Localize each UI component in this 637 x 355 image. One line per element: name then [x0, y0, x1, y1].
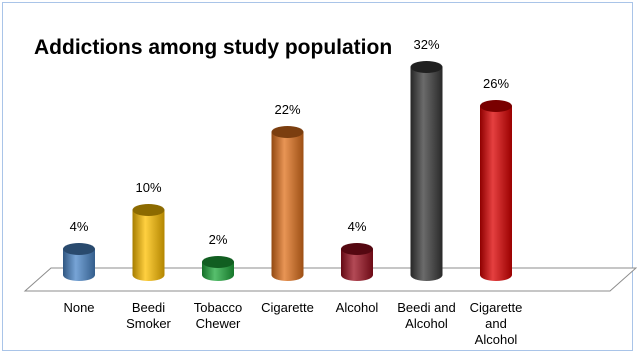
value-label-2: 2% [209, 232, 228, 247]
bar-body-0 [63, 249, 95, 281]
category-label-0: None [63, 300, 94, 315]
value-label-3: 22% [274, 102, 300, 117]
chart-title: Addictions among study population [34, 36, 393, 59]
value-label-0: 4% [70, 219, 89, 234]
bar-top-6 [480, 100, 512, 112]
value-label-6: 26% [483, 76, 509, 91]
bar-5 [410, 61, 443, 281]
category-label-5: Beedi and Alcohol [397, 300, 456, 331]
bar-body-6 [480, 106, 512, 281]
category-label-3: Cigarette [261, 300, 314, 315]
category-label-2: Tobacco Chewer [194, 300, 242, 331]
bar-top-4 [341, 243, 373, 255]
bar-6 [480, 100, 512, 281]
value-label-5: 32% [413, 37, 439, 52]
bar-0 [63, 243, 95, 281]
bar-body-1 [132, 210, 165, 281]
bar-top-2 [202, 256, 234, 268]
bar-4 [341, 243, 373, 281]
value-label-4: 4% [348, 219, 367, 234]
chart-floor [23, 267, 637, 292]
bar-top-0 [63, 243, 95, 255]
bar-top-5 [410, 61, 443, 73]
bar-body-5 [410, 67, 443, 281]
bar-top-1 [132, 204, 165, 216]
bar-body-3 [271, 132, 304, 281]
bar-2 [202, 256, 234, 281]
chart-frame [2, 2, 633, 351]
category-label-1: Beedi Smoker [126, 300, 171, 331]
category-label-4: Alcohol [336, 300, 379, 315]
bar-top-3 [271, 126, 304, 138]
bar-3 [271, 126, 304, 281]
bar-1 [132, 204, 165, 281]
bar-body-4 [341, 249, 373, 281]
category-label-6: Cigarette and Alcohol [470, 300, 523, 347]
value-label-1: 10% [135, 180, 161, 195]
